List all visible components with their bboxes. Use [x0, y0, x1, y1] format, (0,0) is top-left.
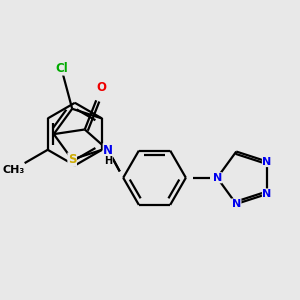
Text: Cl: Cl — [55, 62, 68, 75]
Text: CH₃: CH₃ — [2, 165, 24, 175]
Text: N: N — [262, 157, 272, 166]
Text: O: O — [96, 82, 106, 94]
Text: N: N — [262, 189, 272, 199]
Text: H: H — [104, 156, 112, 166]
Text: N: N — [213, 173, 222, 183]
Text: N: N — [232, 199, 241, 209]
Text: S: S — [68, 153, 76, 166]
Text: N: N — [103, 144, 113, 157]
